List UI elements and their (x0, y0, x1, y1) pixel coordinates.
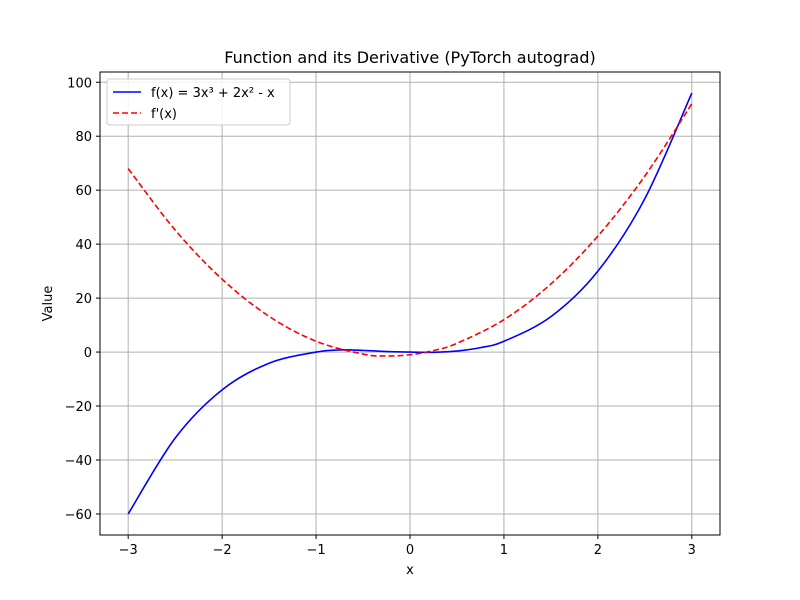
legend: f(x) = 3x³ + 2x² - x f'(x) (106, 78, 291, 126)
x-ticks: −3 −2 −1 0 1 2 3 (119, 535, 696, 558)
legend-box (106, 78, 291, 126)
y-tick-label: −20 (65, 400, 92, 415)
y-tick-label: 40 (75, 238, 92, 253)
series-line-derivative (127, 103, 693, 357)
x-axis-label: x (406, 563, 414, 578)
y-tick-label: 80 (75, 130, 92, 145)
y-tick-label: 20 (75, 292, 92, 307)
y-axis-label: Value (41, 286, 56, 322)
x-tick-label: 0 (406, 543, 414, 558)
y-tick-label: 100 (67, 76, 92, 91)
legend-label: f(x) = 3x³ + 2x² - x (151, 86, 275, 101)
x-tick-label: 1 (500, 543, 508, 558)
x-tick-label: −3 (119, 543, 138, 558)
x-tick-label: 2 (594, 543, 602, 558)
series-line-fx (127, 92, 693, 515)
y-tick-label: 60 (75, 184, 92, 199)
x-tick-label: −2 (213, 543, 232, 558)
y-tick-label: −40 (65, 454, 92, 469)
x-tick-label: −1 (306, 543, 325, 558)
series-layer (127, 92, 693, 515)
x-tick-label: 3 (688, 543, 696, 558)
y-tick-label: −60 (65, 508, 92, 523)
y-tick-label: 0 (84, 346, 92, 361)
y-ticks: −60 −40 −20 0 20 40 60 80 100 (65, 76, 100, 523)
chart-title: Function and its Derivative (PyTorch aut… (224, 48, 595, 67)
legend-label: f'(x) (151, 107, 177, 122)
